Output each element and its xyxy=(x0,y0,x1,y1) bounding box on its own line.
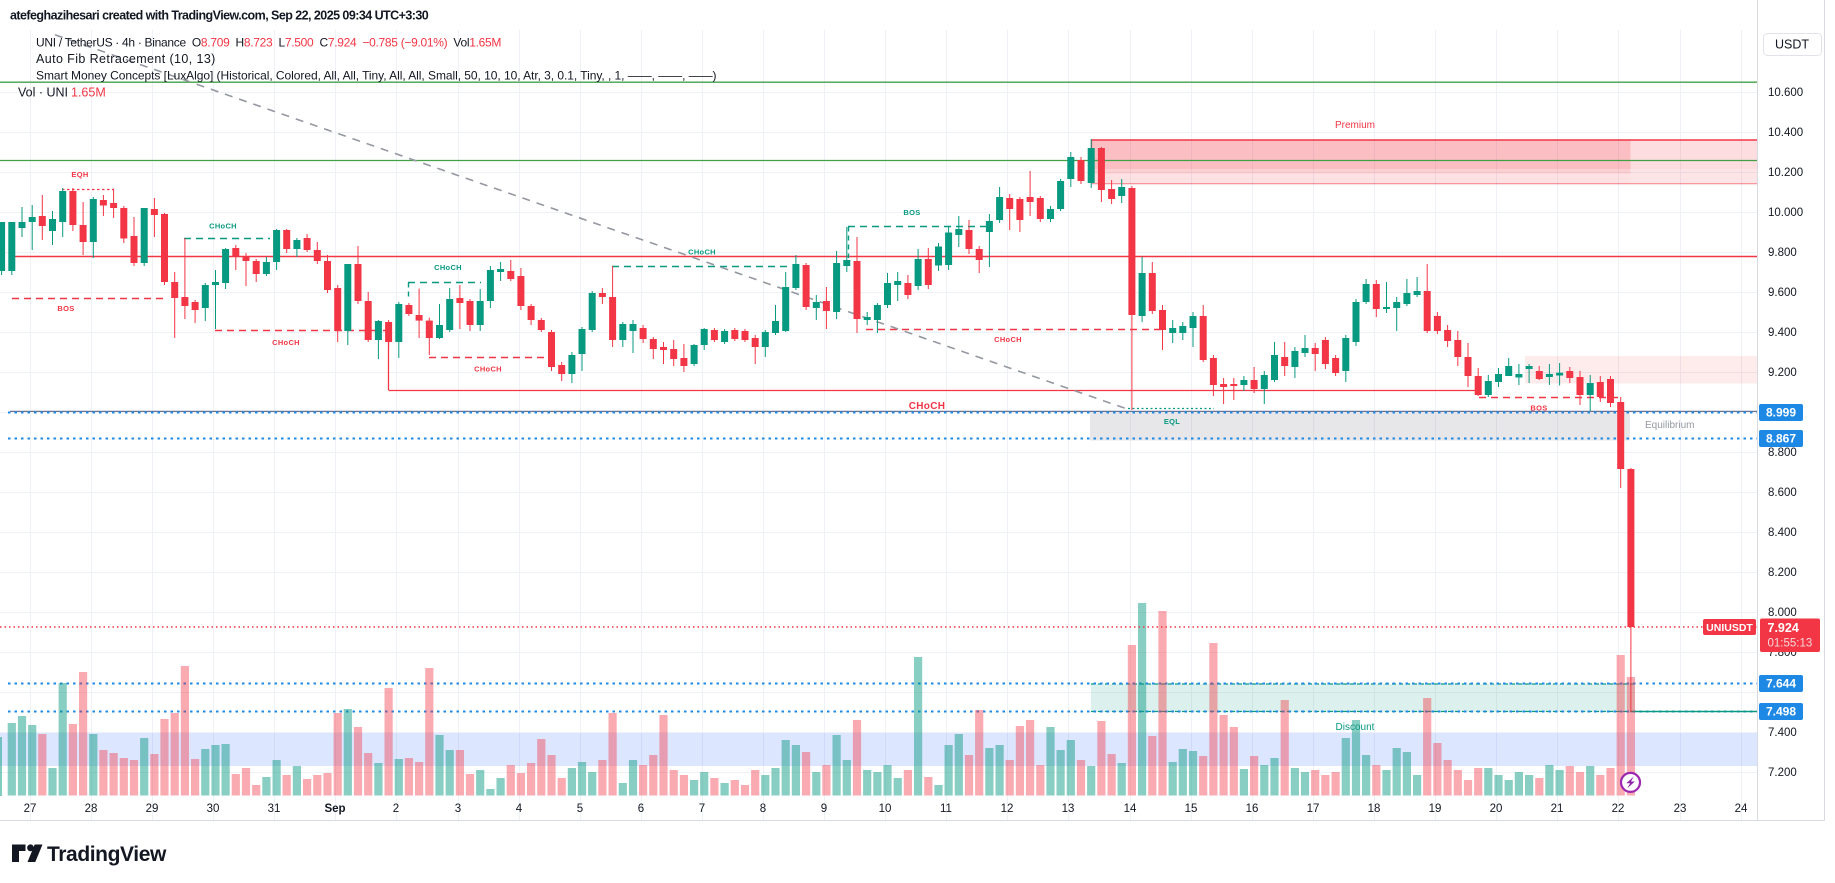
svg-text:8.000: 8.000 xyxy=(1768,607,1797,619)
svg-text:11: 11 xyxy=(940,803,952,815)
svg-text:7.924: 7.924 xyxy=(1768,621,1799,635)
svg-text:CHoCH: CHoCH xyxy=(688,248,716,257)
svg-text:20: 20 xyxy=(1490,803,1503,815)
svg-text:2: 2 xyxy=(393,803,399,815)
svg-text:01:55:13: 01:55:13 xyxy=(1768,638,1813,650)
svg-text:USDT: USDT xyxy=(1775,38,1809,52)
svg-text:15: 15 xyxy=(1185,803,1198,815)
svg-text:18: 18 xyxy=(1368,803,1381,815)
svg-text:CHoCH: CHoCH xyxy=(994,335,1022,344)
svg-text:BOS: BOS xyxy=(57,304,74,313)
svg-text:8.800: 8.800 xyxy=(1768,447,1797,459)
svg-text:Discount: Discount xyxy=(1336,722,1375,733)
svg-text:UNIUSDT: UNIUSDT xyxy=(1706,622,1753,634)
svg-text:BOS: BOS xyxy=(903,208,920,217)
svg-text:EQH: EQH xyxy=(71,170,88,179)
svg-text:8.999: 8.999 xyxy=(1766,406,1796,420)
svg-text:22: 22 xyxy=(1612,803,1625,815)
svg-text:31: 31 xyxy=(268,803,281,815)
svg-text:atefeghazihesari created with: atefeghazihesari created with TradingVie… xyxy=(10,9,429,23)
svg-text:16: 16 xyxy=(1246,803,1259,815)
svg-text:CHoCH: CHoCH xyxy=(909,401,946,412)
svg-text:7.498: 7.498 xyxy=(1766,705,1796,719)
svg-text:17: 17 xyxy=(1307,803,1320,815)
svg-text:10: 10 xyxy=(879,803,892,815)
svg-text:8.867: 8.867 xyxy=(1766,432,1796,446)
svg-text:8.400: 8.400 xyxy=(1768,527,1797,539)
svg-text:14: 14 xyxy=(1124,803,1137,815)
svg-text:28: 28 xyxy=(85,803,98,815)
svg-text:29: 29 xyxy=(146,803,159,815)
svg-text:12: 12 xyxy=(1001,803,1014,815)
svg-text:9.200: 9.200 xyxy=(1768,367,1797,379)
svg-text:10.400: 10.400 xyxy=(1768,127,1803,139)
svg-text:19: 19 xyxy=(1429,803,1442,815)
svg-text:8.600: 8.600 xyxy=(1768,487,1797,499)
svg-text:8: 8 xyxy=(760,803,766,815)
svg-text:9.400: 9.400 xyxy=(1768,327,1797,339)
svg-text:Smart Money Concepts [LuxAlgo]: Smart Money Concepts [LuxAlgo] (Historic… xyxy=(36,69,717,83)
svg-text:Vol · UNI: Vol · UNI xyxy=(18,86,68,100)
svg-text:8.200: 8.200 xyxy=(1768,567,1797,579)
svg-text:Premium: Premium xyxy=(1335,120,1375,131)
svg-text:9.600: 9.600 xyxy=(1768,287,1797,299)
svg-text:1.65M: 1.65M xyxy=(71,86,106,100)
svg-text:10.200: 10.200 xyxy=(1768,167,1803,179)
svg-text:Auto Fib Retracement (10, 13): Auto Fib Retracement (10, 13) xyxy=(36,52,216,66)
svg-text:3: 3 xyxy=(455,803,461,815)
svg-text:EQL: EQL xyxy=(1164,417,1180,426)
svg-text:9.800: 9.800 xyxy=(1768,247,1797,259)
svg-text:24: 24 xyxy=(1735,803,1748,815)
svg-text:CHoCH: CHoCH xyxy=(474,365,502,374)
svg-text:6: 6 xyxy=(638,803,644,815)
svg-text:UNI / TetherUS · 4h · Binance: UNI / TetherUS · 4h · Binance O8.709 H8.… xyxy=(36,36,501,50)
svg-text:4: 4 xyxy=(516,803,523,815)
svg-text:TradingView: TradingView xyxy=(47,843,167,866)
svg-text:7: 7 xyxy=(699,803,705,815)
svg-text:21: 21 xyxy=(1551,803,1564,815)
svg-text:7.200: 7.200 xyxy=(1768,767,1797,779)
svg-text:10.600: 10.600 xyxy=(1768,87,1803,99)
svg-text:10.000: 10.000 xyxy=(1768,207,1803,219)
svg-text:BOS: BOS xyxy=(1530,404,1547,413)
svg-text:30: 30 xyxy=(207,803,220,815)
svg-text:23: 23 xyxy=(1674,803,1687,815)
svg-text:13: 13 xyxy=(1062,803,1075,815)
svg-text:7.400: 7.400 xyxy=(1768,727,1797,739)
svg-text:9: 9 xyxy=(821,803,827,815)
svg-text:CHoCH: CHoCH xyxy=(434,263,462,272)
svg-text:Sep: Sep xyxy=(324,803,345,815)
svg-text:27: 27 xyxy=(24,803,37,815)
svg-text:Equilibrium: Equilibrium xyxy=(1645,420,1694,431)
svg-text:5: 5 xyxy=(577,803,583,815)
svg-text:CHoCH: CHoCH xyxy=(209,222,237,231)
svg-text:7.644: 7.644 xyxy=(1766,677,1796,691)
svg-text:CHoCH: CHoCH xyxy=(272,338,300,347)
